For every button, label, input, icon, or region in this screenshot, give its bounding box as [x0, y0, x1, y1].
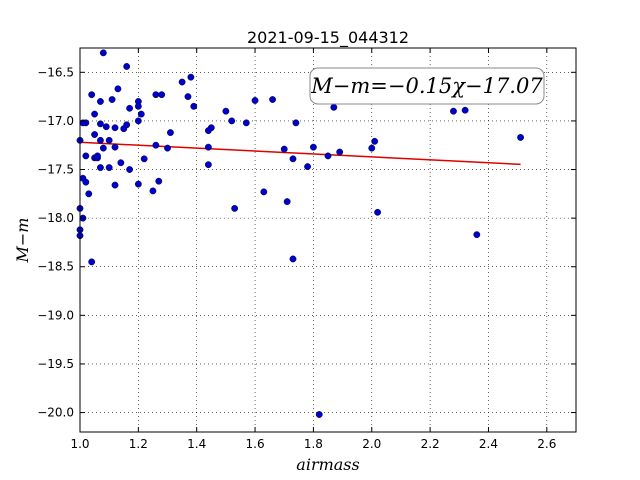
data-point — [140, 155, 148, 163]
y-tick-label: −18.5 — [37, 260, 74, 274]
data-point — [123, 121, 131, 129]
data-point — [204, 161, 212, 169]
data-point — [152, 91, 160, 99]
data-point — [88, 91, 96, 99]
data-point — [450, 107, 457, 115]
x-tick-label: 1.0 — [70, 437, 89, 451]
data-point — [134, 117, 142, 125]
chart-title: 2021-09-15_044312 — [247, 28, 409, 48]
x-tick-label: 2.2 — [421, 437, 440, 451]
equation-annotation: M−m=−0.15χ−17.07 — [309, 67, 545, 105]
data-point — [126, 104, 134, 112]
data-point — [178, 78, 186, 86]
data-point — [114, 85, 122, 93]
y-axis-ticks: −16.5 −17.0 −17.5 −18.0 −18.5 −19.0 −19.5 −20.0 — [37, 65, 576, 420]
plot-frame — [79, 47, 577, 433]
data-point — [190, 102, 198, 110]
data-point — [82, 152, 90, 160]
data-point — [105, 136, 113, 144]
data-point — [473, 231, 481, 239]
y-tick-label: −19.0 — [37, 308, 74, 322]
x-tick-label: 1.4 — [187, 437, 206, 451]
data-point — [123, 63, 131, 70]
x-axis-label: airmass — [296, 455, 359, 474]
data-point — [97, 120, 104, 128]
data-point — [155, 177, 163, 185]
data-point — [99, 144, 107, 152]
data-point — [97, 98, 104, 105]
data-point — [82, 178, 90, 186]
equation-box — [309, 67, 545, 105]
x-tick-label: 2.4 — [479, 437, 498, 451]
data-point — [204, 143, 212, 151]
data-point — [324, 152, 332, 160]
data-point — [374, 208, 381, 216]
data-point — [260, 188, 268, 196]
data-point — [228, 117, 236, 125]
data-point — [292, 119, 300, 127]
equation-text: M−m=−0.15χ−17.07 — [310, 74, 543, 98]
data-point — [269, 96, 276, 103]
data-point — [126, 166, 134, 173]
data-point — [242, 119, 250, 127]
data-point — [94, 152, 101, 160]
x-tick-label: 2.6 — [537, 437, 556, 451]
data-point — [164, 144, 171, 152]
data-point — [117, 159, 125, 167]
data-point — [105, 164, 113, 171]
data-point — [111, 143, 119, 151]
data-point — [231, 205, 239, 212]
data-point — [251, 97, 259, 104]
data-point — [283, 198, 291, 206]
data-point — [280, 145, 288, 153]
data-point — [310, 143, 317, 151]
data-point — [158, 91, 166, 99]
data-point — [102, 123, 110, 131]
y-tick-label: −18.0 — [37, 211, 74, 225]
data-point — [91, 110, 98, 118]
data-point — [368, 144, 376, 152]
x-tick-label: 1.6 — [246, 437, 265, 451]
data-point — [149, 187, 157, 195]
data-point — [289, 155, 297, 163]
x-tick-label: 1.8 — [304, 437, 323, 451]
data-point — [336, 148, 344, 156]
x-axis-ticks: 1.0 1.2 1.4 1.6 1.8 2.0 2.2 2.4 2.6 — [70, 48, 556, 451]
y-tick-label: −17.0 — [37, 114, 74, 128]
data-point — [167, 129, 174, 136]
data-point — [88, 258, 96, 266]
data-point — [111, 124, 119, 132]
data-point — [111, 181, 119, 189]
data-point — [315, 411, 323, 418]
data-point — [99, 49, 107, 57]
data-point — [330, 103, 338, 111]
y-tick-label: −20.0 — [37, 406, 74, 420]
data-point — [187, 73, 195, 81]
data-point — [152, 141, 160, 149]
data-point — [204, 127, 212, 135]
x-tick-label: 2.0 — [362, 437, 381, 451]
data-point — [108, 96, 116, 103]
data-point — [91, 131, 98, 138]
data-point — [134, 102, 142, 110]
data-point — [304, 163, 311, 171]
y-axis-label: M−m — [13, 218, 32, 264]
data-point — [134, 180, 142, 188]
data-point — [85, 190, 93, 198]
y-tick-label: −16.5 — [37, 65, 74, 79]
data-point — [371, 137, 379, 145]
data-point — [222, 107, 230, 115]
data-point — [97, 164, 104, 171]
data-point — [184, 93, 192, 101]
data-point — [461, 106, 469, 114]
data-point — [137, 110, 145, 118]
x-tick-label: 1.2 — [129, 437, 148, 451]
data-point — [517, 134, 524, 141]
y-tick-label: −19.5 — [37, 357, 74, 371]
y-tick-label: −17.5 — [37, 163, 74, 177]
data-point — [289, 255, 297, 263]
data-point — [97, 136, 104, 144]
